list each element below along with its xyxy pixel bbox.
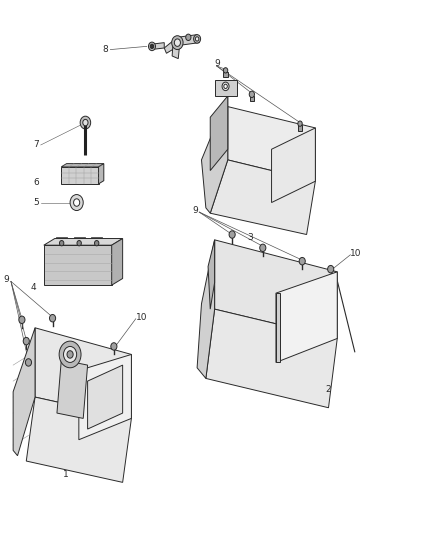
- Text: 7: 7: [34, 141, 39, 149]
- Polygon shape: [99, 164, 104, 184]
- Bar: [57, 237, 67, 244]
- Circle shape: [111, 343, 117, 350]
- Polygon shape: [215, 80, 237, 96]
- Polygon shape: [79, 354, 131, 440]
- Text: 5: 5: [34, 198, 39, 207]
- Circle shape: [249, 91, 254, 98]
- Text: 6: 6: [34, 178, 39, 187]
- Circle shape: [64, 346, 77, 362]
- Polygon shape: [61, 164, 104, 167]
- Polygon shape: [215, 240, 337, 338]
- Circle shape: [194, 35, 201, 43]
- Circle shape: [67, 351, 73, 358]
- Circle shape: [299, 257, 305, 265]
- Circle shape: [172, 36, 183, 50]
- Circle shape: [229, 231, 235, 238]
- Circle shape: [80, 116, 91, 129]
- Polygon shape: [88, 365, 123, 429]
- Text: 9: 9: [192, 206, 198, 215]
- Polygon shape: [177, 35, 199, 45]
- Polygon shape: [172, 43, 180, 59]
- Bar: [92, 237, 102, 244]
- Circle shape: [70, 195, 83, 211]
- Polygon shape: [201, 96, 228, 213]
- Polygon shape: [272, 128, 315, 203]
- Polygon shape: [208, 240, 215, 309]
- Text: 1: 1: [63, 470, 69, 479]
- Polygon shape: [228, 107, 315, 181]
- Polygon shape: [57, 360, 88, 418]
- Polygon shape: [197, 240, 215, 378]
- Polygon shape: [44, 239, 123, 245]
- Text: 10: 10: [350, 249, 362, 257]
- Circle shape: [148, 42, 155, 51]
- Circle shape: [77, 240, 81, 246]
- Circle shape: [222, 82, 229, 91]
- Polygon shape: [44, 245, 112, 285]
- Circle shape: [95, 240, 99, 246]
- Circle shape: [150, 44, 154, 49]
- Circle shape: [23, 337, 29, 345]
- Circle shape: [195, 37, 199, 41]
- Polygon shape: [250, 96, 254, 101]
- Text: 3: 3: [247, 233, 253, 241]
- Circle shape: [25, 359, 32, 366]
- Polygon shape: [26, 397, 131, 482]
- Circle shape: [19, 316, 25, 324]
- Circle shape: [223, 68, 228, 73]
- Polygon shape: [206, 309, 337, 408]
- Text: 9: 9: [214, 60, 220, 68]
- Polygon shape: [210, 96, 228, 171]
- Bar: [74, 237, 85, 244]
- Circle shape: [328, 265, 334, 273]
- Polygon shape: [164, 37, 180, 53]
- Circle shape: [49, 314, 56, 322]
- Polygon shape: [276, 272, 337, 362]
- Polygon shape: [112, 239, 123, 285]
- Text: 10: 10: [136, 313, 147, 321]
- Text: 9: 9: [4, 276, 10, 284]
- Polygon shape: [223, 72, 228, 77]
- Polygon shape: [13, 328, 35, 456]
- Circle shape: [83, 119, 88, 126]
- Circle shape: [260, 244, 266, 252]
- Circle shape: [60, 240, 64, 246]
- Polygon shape: [35, 328, 131, 418]
- Text: 8: 8: [102, 45, 108, 54]
- Circle shape: [224, 84, 227, 88]
- Polygon shape: [298, 125, 302, 131]
- Polygon shape: [61, 167, 99, 184]
- Circle shape: [174, 39, 180, 46]
- Circle shape: [186, 34, 191, 41]
- Polygon shape: [276, 293, 280, 362]
- Circle shape: [74, 199, 80, 206]
- Text: 4: 4: [30, 284, 36, 292]
- Circle shape: [298, 121, 302, 126]
- Circle shape: [59, 341, 81, 368]
- Polygon shape: [151, 43, 164, 50]
- Polygon shape: [210, 160, 315, 235]
- Text: 2: 2: [326, 385, 331, 393]
